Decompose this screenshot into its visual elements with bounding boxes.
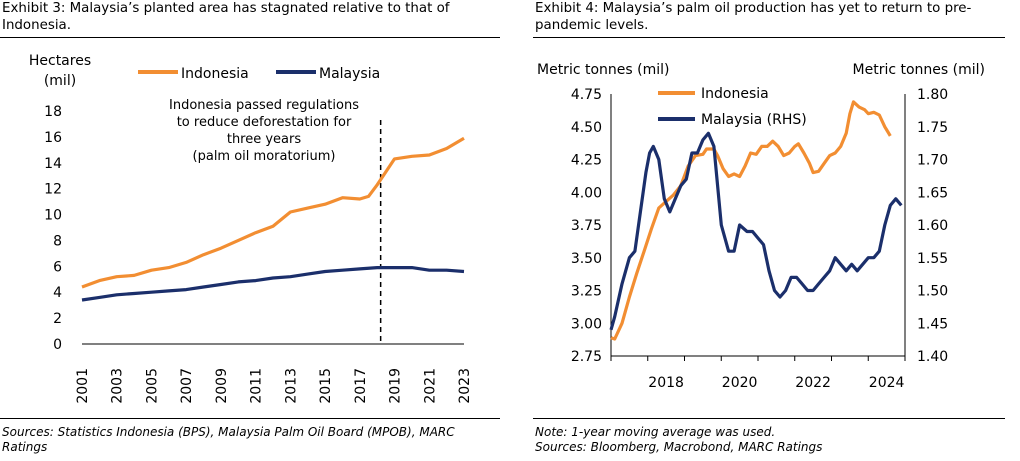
left-y-tick-label: 3.75	[571, 218, 602, 234]
y-tick-label: 18	[44, 104, 62, 120]
left-y-tick-label: 4.50	[571, 120, 602, 136]
legend-label-malaysia: Malaysia	[319, 66, 380, 82]
x-tick-label: 2024	[869, 375, 905, 391]
x-tick-label: 2007	[179, 368, 195, 404]
legend-label-indonesia: Indonesia	[701, 86, 769, 102]
right-y-tick-label: 1.50	[917, 284, 948, 300]
y-axis-label-right: Metric tonnes (mil)	[853, 62, 985, 78]
exhibit-4-notes: Note: 1-year moving average was used. So…	[535, 425, 822, 455]
x-tick-label: 2009	[214, 368, 230, 404]
y-tick-label: 16	[44, 130, 62, 146]
legend-malaysia: Malaysia	[276, 66, 380, 82]
x-tick-label: 2003	[110, 368, 126, 404]
right-y-tick-label: 1.55	[917, 251, 948, 267]
right-y-tick-label: 1.80	[917, 87, 948, 103]
right-y-tick-label: 1.45	[917, 316, 948, 332]
exhibit-4-chart: Metric tonnes (mil) Metric tonnes (mil) 2.…	[537, 62, 985, 391]
y-tick-label: 12	[44, 182, 62, 198]
legend-indonesia: Indonesia	[658, 86, 769, 102]
y-tick-label: 4	[53, 285, 62, 301]
left-y-tick-label: 3.00	[571, 316, 602, 332]
exhibit-3-sources: Sources: Statistics Indonesia (BPS), Mal…	[2, 425, 455, 455]
x-tick-label: 2019	[388, 368, 404, 404]
right-y-tick-label: 1.60	[917, 218, 948, 234]
right-y-tick-label: 1.65	[917, 185, 948, 201]
legend-label-malaysia-rhs: Malaysia (RHS)	[701, 112, 807, 128]
x-tick-label: 2017	[353, 368, 369, 404]
exhibit-3-chart: Hectares (mil) 0 2 4 6 8 10 12 14 16 18 2001 2003 2005…	[29, 53, 473, 404]
left-y-tick-label: 4.25	[571, 153, 602, 169]
exhibit-4-source-rule	[533, 418, 1005, 419]
y-tick-label: 14	[44, 156, 62, 172]
exhibit-4: Exhibit 4: Malaysia’s palm oil productio…	[533, 0, 1020, 461]
x-tick-label: 2021	[422, 368, 438, 404]
exhibit-3-title: Exhibit 3: Malaysia’s planted area has s…	[2, 0, 502, 34]
y-tick-label: 0	[53, 337, 62, 353]
annotation-line: to reduce deforestation for	[177, 115, 352, 130]
x-tick-label: 2001	[75, 368, 91, 404]
exhibit-4-title-line-2: pandemic levels.	[535, 18, 649, 33]
y-tick-label: 10	[44, 208, 62, 224]
exhibit-4-sources: Sources: Bloomberg, Macrobond, MARC Rati…	[535, 440, 823, 454]
y-axis-label-line-1: Hectares	[29, 53, 91, 69]
series-line-malaysia	[81, 266, 465, 302]
y-tick-label: 2	[53, 311, 62, 327]
exhibit-4-title-rule	[533, 37, 1005, 38]
annotation-line: (palm oil moratorium)	[193, 149, 336, 164]
exhibit-4-title: Exhibit 4: Malaysia’s palm oil productio…	[535, 0, 1020, 34]
annotation-line: three years	[227, 132, 302, 147]
y-tick-label: 6	[53, 259, 62, 275]
exhibit-3-title-rule	[0, 37, 500, 38]
legend-indonesia: Indonesia	[138, 66, 249, 82]
right-y-tick-label: 1.40	[917, 349, 948, 365]
series-line-indonesia	[610, 100, 892, 341]
x-tick-label: 2022	[795, 375, 831, 391]
x-tick-label: 2020	[722, 375, 758, 391]
moratorium-annotation: Indonesia passed regulations to reduce de…	[169, 98, 359, 164]
x-tick-label: 2015	[318, 368, 334, 404]
left-y-tick-label: 2.75	[571, 349, 602, 365]
x-tick-label: 2013	[283, 368, 299, 404]
y-tick-label: 8	[53, 233, 62, 249]
x-tick-label: 2011	[249, 368, 265, 404]
left-y-tick-label: 4.75	[571, 87, 602, 103]
left-y-tick-label: 3.25	[571, 284, 602, 300]
right-y-tick-label: 1.75	[917, 120, 948, 136]
series-line-malaysia-rhs	[609, 131, 903, 331]
x-tick-label: 2023	[457, 368, 473, 404]
legend-malaysia-rhs: Malaysia (RHS)	[658, 112, 807, 128]
exhibit-3-title-line-1: Exhibit 3: Malaysia’s planted area has s…	[2, 1, 450, 16]
exhibit-3-source-rule	[0, 418, 500, 419]
exhibit-3-source-line-1: Sources: Statistics Indonesia (BPS), Mal…	[2, 425, 455, 439]
right-y-tick-label: 1.70	[917, 153, 948, 169]
exhibit-3: Exhibit 3: Malaysia’s planted area has s…	[0, 0, 505, 461]
series-line-indonesia	[81, 136, 465, 289]
y-axis-label-line-2: (mil)	[44, 73, 76, 89]
x-tick-label: 2005	[144, 368, 160, 404]
annotation-line: Indonesia passed regulations	[169, 98, 359, 113]
exhibit-4-note: Note: 1-year moving average was used.	[535, 425, 776, 439]
exhibit-3-source-line-2: Ratings	[2, 440, 48, 454]
exhibit-4-title-line-1: Exhibit 4: Malaysia’s palm oil productio…	[535, 1, 972, 16]
left-y-tick-label: 4.00	[571, 185, 602, 201]
x-tick-label: 2018	[648, 375, 684, 391]
left-y-tick-label: 3.50	[571, 251, 602, 267]
legend-label-indonesia: Indonesia	[181, 66, 249, 82]
exhibit-3-title-line-2: Indonesia.	[2, 18, 72, 33]
y-axis-label-left: Metric tonnes (mil)	[537, 62, 669, 78]
